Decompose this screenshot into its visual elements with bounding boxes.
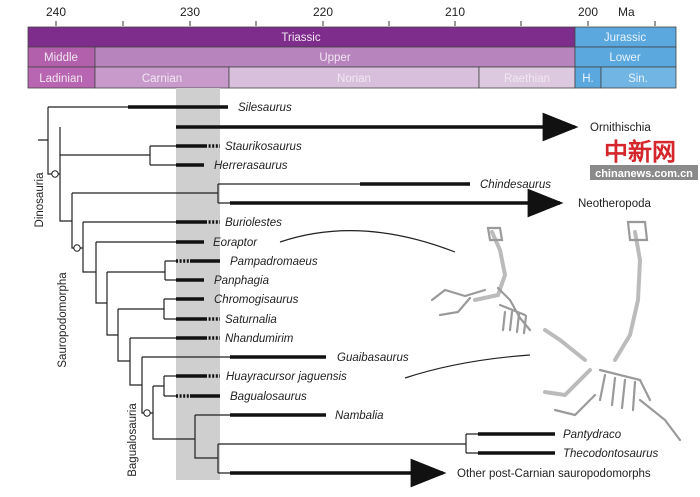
tick-label: 230 (180, 5, 200, 19)
taxon-huayracursor: Huayracursor jaguensis (226, 371, 347, 383)
stage-sinemurian: Sin. (628, 73, 648, 85)
taxon-panphagia: Panphagia (214, 275, 269, 287)
eoraptor-leader-line (279, 230, 456, 253)
dinosauria-node (51, 170, 59, 178)
stage-hettangian: H. (582, 73, 594, 85)
taxon-staurikosaurus: Staurikosaurus (225, 141, 302, 153)
watermark-site: chinanews.com.cn (595, 168, 693, 180)
time-axis: 240 230 220 210 200 Ma (46, 5, 656, 26)
huayracursor-skeleton-illustration (543, 220, 682, 442)
stage-carnian: Carnian (142, 73, 182, 85)
taxon-thecodontosaurus: Thecodontosaurus (563, 448, 659, 460)
clade-bagualosauria: Bagualosauria (127, 403, 139, 477)
clade-sauropodomorpha: Sauropodomorpha (57, 272, 69, 368)
taxon-guaibasaurus: Guaibasaurus (337, 352, 409, 364)
taxon-pantydraco: Pantydraco (563, 429, 622, 441)
taxon-chromogisaurus: Chromogisaurus (214, 294, 299, 306)
taxon-eoraptor: Eoraptor (213, 237, 258, 249)
taxon-labels: Silesaurus Staurikosaurus Herrerasaurus … (213, 102, 659, 480)
stage-raethian: Raethian (504, 73, 550, 85)
watermark-chars: 中新网 (604, 138, 676, 166)
tick-label: 210 (445, 5, 465, 19)
epoch-upper: Upper (319, 52, 350, 64)
node-markers (51, 170, 151, 417)
tree-branches (38, 106, 478, 474)
lineage-neotheropoda: Neotheropoda (578, 198, 651, 210)
taxon-nambalia: Nambalia (335, 410, 384, 422)
taxon-chindesaurus: Chindesaurus (480, 179, 551, 191)
watermark: 中新网 chinanews.com.cn (590, 138, 698, 180)
tick-label: 240 (46, 5, 66, 19)
eoraptor-skeleton-illustration (430, 226, 532, 335)
taxon-saturnalia: Saturnalia (225, 314, 277, 326)
huayracursor-leader-line (404, 354, 531, 379)
tick-label: 220 (313, 5, 333, 19)
taxon-silesaurus: Silesaurus (238, 102, 292, 114)
taxon-buriolestes: Buriolestes (225, 217, 282, 229)
epoch-lower: Lower (609, 52, 640, 64)
unit-label: Ma (618, 5, 635, 19)
period-jurassic: Jurassic (604, 32, 646, 44)
taxon-pampadromaeus: Pampadromaeus (230, 256, 318, 268)
lineage-other-sauropodomorphs: Other post-Carnian sauropodomorphs (457, 468, 651, 480)
lineage-ornithischia: Ornithischia (590, 122, 651, 134)
tick-label: 200 (578, 5, 598, 19)
period-triassic: Triassic (281, 32, 320, 44)
sauropodomorpha-node (73, 244, 81, 252)
taxon-bagualosaurus: Bagualosaurus (230, 391, 307, 403)
stage-norian: Norian (337, 73, 371, 85)
geologic-timescale (27, 26, 677, 89)
taxon-nhandumirim: Nhandumirim (225, 333, 294, 345)
stage-ladinian: Ladinian (39, 73, 82, 85)
taxon-herrerasaurus: Herrerasaurus (214, 160, 288, 172)
range-bars (128, 105, 579, 488)
bagualosauria-node (143, 409, 151, 417)
epoch-middle: Middle (44, 52, 78, 64)
clade-dinosauria: Dinosauria (34, 172, 46, 228)
sinemurian-band (600, 66, 677, 89)
